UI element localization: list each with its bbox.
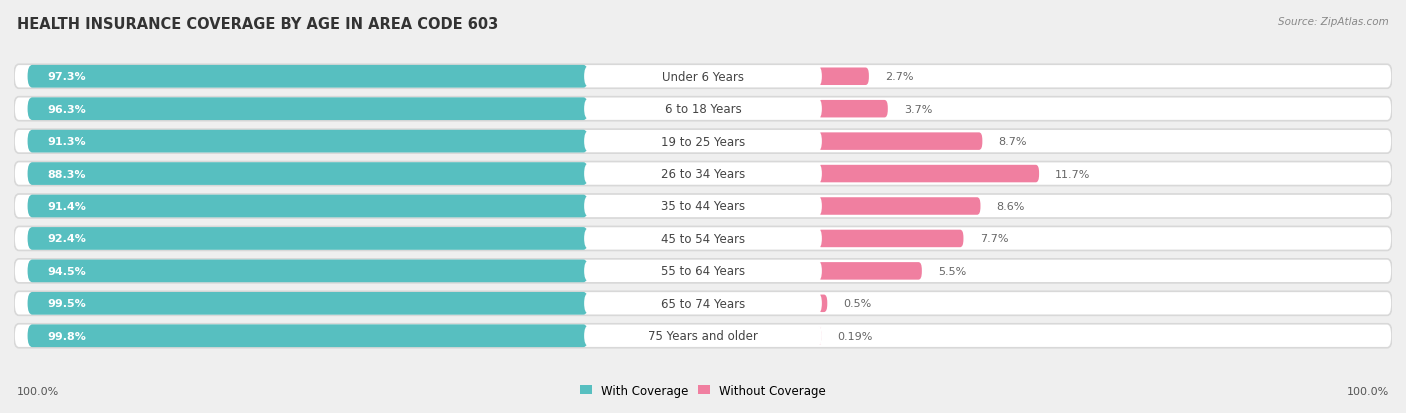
FancyBboxPatch shape: [28, 131, 588, 153]
Text: 88.3%: 88.3%: [48, 169, 86, 179]
Text: 19 to 25 Years: 19 to 25 Years: [661, 135, 745, 148]
Text: 92.4%: 92.4%: [48, 234, 87, 244]
FancyBboxPatch shape: [583, 229, 823, 249]
FancyBboxPatch shape: [14, 130, 1392, 154]
Text: 91.3%: 91.3%: [48, 137, 86, 147]
Text: 2.7%: 2.7%: [886, 72, 914, 82]
Text: 45 to 54 Years: 45 to 54 Years: [661, 233, 745, 245]
Text: 6 to 18 Years: 6 to 18 Years: [665, 103, 741, 116]
Text: Source: ZipAtlas.com: Source: ZipAtlas.com: [1278, 17, 1389, 26]
Text: 94.5%: 94.5%: [48, 266, 87, 276]
FancyBboxPatch shape: [14, 324, 1392, 348]
FancyBboxPatch shape: [583, 261, 823, 281]
FancyBboxPatch shape: [583, 164, 823, 184]
FancyBboxPatch shape: [583, 197, 823, 216]
Text: 35 to 44 Years: 35 to 44 Years: [661, 200, 745, 213]
Text: 100.0%: 100.0%: [1347, 387, 1389, 396]
Text: 0.19%: 0.19%: [838, 331, 873, 341]
FancyBboxPatch shape: [583, 326, 823, 346]
FancyBboxPatch shape: [28, 325, 588, 347]
Text: HEALTH INSURANCE COVERAGE BY AGE IN AREA CODE 603: HEALTH INSURANCE COVERAGE BY AGE IN AREA…: [17, 17, 498, 31]
Text: 100.0%: 100.0%: [17, 387, 59, 396]
Text: 26 to 34 Years: 26 to 34 Years: [661, 168, 745, 180]
Text: 55 to 64 Years: 55 to 64 Years: [661, 265, 745, 278]
Text: 11.7%: 11.7%: [1056, 169, 1091, 179]
FancyBboxPatch shape: [818, 133, 983, 150]
FancyBboxPatch shape: [583, 67, 823, 87]
FancyBboxPatch shape: [818, 101, 887, 118]
Text: 8.6%: 8.6%: [997, 202, 1025, 211]
FancyBboxPatch shape: [28, 292, 588, 315]
FancyBboxPatch shape: [28, 66, 588, 88]
FancyBboxPatch shape: [818, 230, 963, 248]
Text: 99.5%: 99.5%: [48, 299, 87, 309]
FancyBboxPatch shape: [28, 98, 588, 121]
Text: 3.7%: 3.7%: [904, 104, 932, 114]
Legend: With Coverage, Without Coverage: With Coverage, Without Coverage: [575, 379, 831, 401]
Text: Under 6 Years: Under 6 Years: [662, 71, 744, 83]
FancyBboxPatch shape: [818, 263, 922, 280]
FancyBboxPatch shape: [818, 327, 821, 345]
FancyBboxPatch shape: [818, 198, 980, 215]
Text: 75 Years and older: 75 Years and older: [648, 330, 758, 342]
FancyBboxPatch shape: [583, 100, 823, 119]
FancyBboxPatch shape: [818, 68, 869, 86]
Text: 96.3%: 96.3%: [48, 104, 87, 114]
FancyBboxPatch shape: [583, 294, 823, 313]
Text: 97.3%: 97.3%: [48, 72, 86, 82]
Text: 8.7%: 8.7%: [998, 137, 1026, 147]
FancyBboxPatch shape: [818, 295, 827, 312]
FancyBboxPatch shape: [14, 259, 1392, 283]
FancyBboxPatch shape: [14, 227, 1392, 251]
Text: 7.7%: 7.7%: [980, 234, 1008, 244]
FancyBboxPatch shape: [28, 228, 588, 250]
Text: 65 to 74 Years: 65 to 74 Years: [661, 297, 745, 310]
FancyBboxPatch shape: [818, 165, 1039, 183]
FancyBboxPatch shape: [583, 132, 823, 152]
Text: 99.8%: 99.8%: [48, 331, 87, 341]
FancyBboxPatch shape: [14, 292, 1392, 316]
Text: 91.4%: 91.4%: [48, 202, 87, 211]
FancyBboxPatch shape: [14, 162, 1392, 186]
FancyBboxPatch shape: [28, 163, 588, 185]
Text: 5.5%: 5.5%: [938, 266, 966, 276]
Text: 0.5%: 0.5%: [844, 299, 872, 309]
FancyBboxPatch shape: [14, 65, 1392, 89]
FancyBboxPatch shape: [14, 97, 1392, 121]
FancyBboxPatch shape: [28, 260, 588, 282]
FancyBboxPatch shape: [28, 195, 588, 218]
FancyBboxPatch shape: [14, 195, 1392, 218]
